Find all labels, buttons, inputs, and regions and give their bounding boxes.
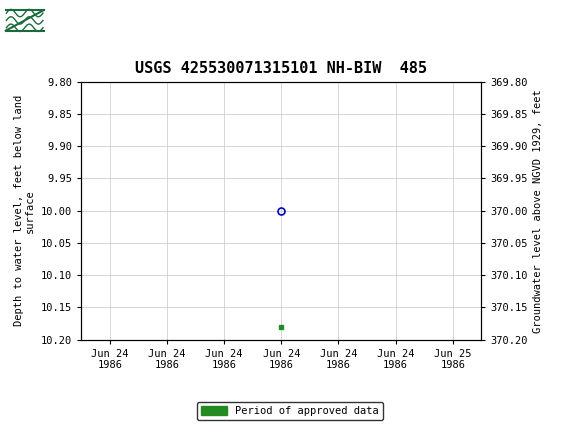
- FancyBboxPatch shape: [3, 3, 46, 37]
- Title: USGS 425530071315101 NH-BIW  485: USGS 425530071315101 NH-BIW 485: [135, 61, 427, 77]
- Y-axis label: Depth to water level, feet below land
surface: Depth to water level, feet below land su…: [14, 95, 35, 326]
- Y-axis label: Groundwater level above NGVD 1929, feet: Groundwater level above NGVD 1929, feet: [534, 89, 543, 332]
- Legend: Period of approved data: Period of approved data: [197, 402, 383, 421]
- Text: USGS: USGS: [55, 11, 115, 30]
